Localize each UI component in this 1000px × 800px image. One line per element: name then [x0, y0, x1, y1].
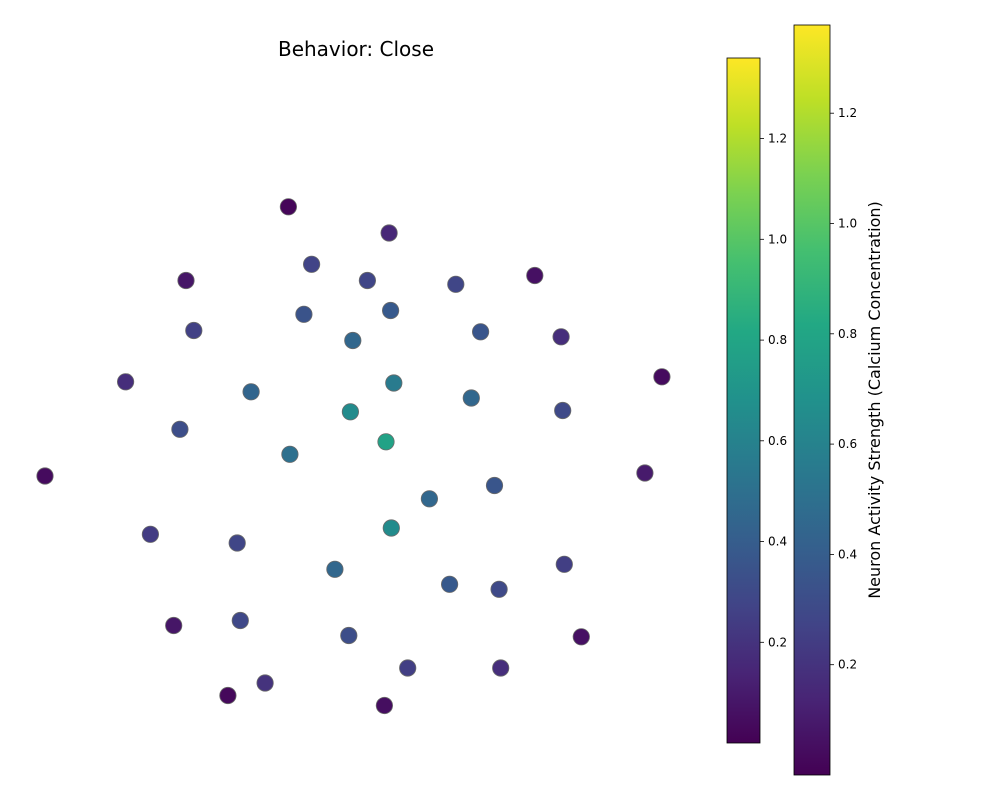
scatter-point: [385, 374, 403, 392]
scatter-point: [344, 331, 362, 350]
scatter-point: [358, 271, 376, 290]
colorbar-tick-label: 0.4: [838, 547, 857, 561]
scatter-point: [302, 255, 321, 273]
colorbar-tick-label: 1.2: [768, 132, 787, 146]
colorbar-gradient: [793, 24, 831, 776]
scatter-point: [281, 445, 299, 463]
scatter-point: [375, 696, 393, 715]
scatter-point: [420, 490, 438, 508]
scatter-point: [447, 275, 465, 293]
scatter-point: [295, 305, 313, 323]
scatter-point: [555, 555, 573, 573]
colorbar-tick-label: 0.6: [838, 437, 857, 451]
colorbar-tick-label: 0.8: [768, 333, 787, 347]
scatter-point: [490, 580, 508, 598]
scatter-point: [177, 271, 195, 290]
scatter-point: [231, 611, 249, 630]
scatter-point: [340, 626, 358, 645]
scatter-point: [440, 575, 459, 593]
scatter-point: [165, 616, 183, 635]
colorbar-gradient: [726, 57, 761, 744]
scatter-point: [636, 464, 654, 482]
scatter-point: [552, 328, 570, 346]
scatter-point: [219, 686, 237, 705]
scatter-point: [228, 534, 246, 552]
scatter-point: [381, 301, 400, 320]
scatter-point: [141, 525, 159, 543]
colorbar-tick-label: 0.2: [838, 658, 857, 672]
scatter-point: [382, 519, 400, 537]
scatter-point: [326, 560, 344, 578]
scatter-points: [36, 198, 671, 715]
colorbar-tick-label: 1.0: [838, 217, 857, 231]
colorbar-tick-label: 1.2: [838, 106, 857, 120]
scatter-point: [399, 659, 417, 677]
colorbar-label: Neuron Activity Strength (Calcium Concen…: [865, 201, 884, 599]
scatter-point: [185, 321, 203, 340]
scatter-point: [377, 433, 395, 451]
colorbar-outer: 0.2 0.4 0.6 0.8 1.0 1.2 Neuron Activity Streng…: [793, 24, 884, 776]
scatter-point: [462, 389, 480, 407]
chart-title: Behavior: Close: [278, 37, 434, 61]
scatter-point: [471, 323, 490, 341]
scatter-point: [256, 674, 274, 692]
scatter-point: [653, 368, 671, 386]
scatter-point: [572, 628, 590, 646]
scatter-point: [485, 476, 504, 495]
scatter-point: [242, 383, 260, 401]
scatter-point: [117, 373, 135, 391]
scatter-point: [526, 266, 544, 285]
scatter-point: [492, 659, 510, 677]
scatter-point: [171, 420, 189, 438]
scatter-point: [554, 401, 572, 420]
colorbar-tick-label: 0.4: [768, 535, 787, 549]
colorbar-tick-label: 0.8: [838, 327, 857, 341]
scatter-point: [279, 198, 297, 216]
colorbar-tick-label: 0.2: [768, 635, 787, 649]
colorbar-tick-label: 0.6: [768, 434, 787, 448]
colorbar-tick-label: 1.0: [768, 232, 787, 246]
scatter-point: [36, 467, 54, 485]
scatter-point: [380, 224, 398, 242]
scatter-point: [341, 403, 359, 421]
